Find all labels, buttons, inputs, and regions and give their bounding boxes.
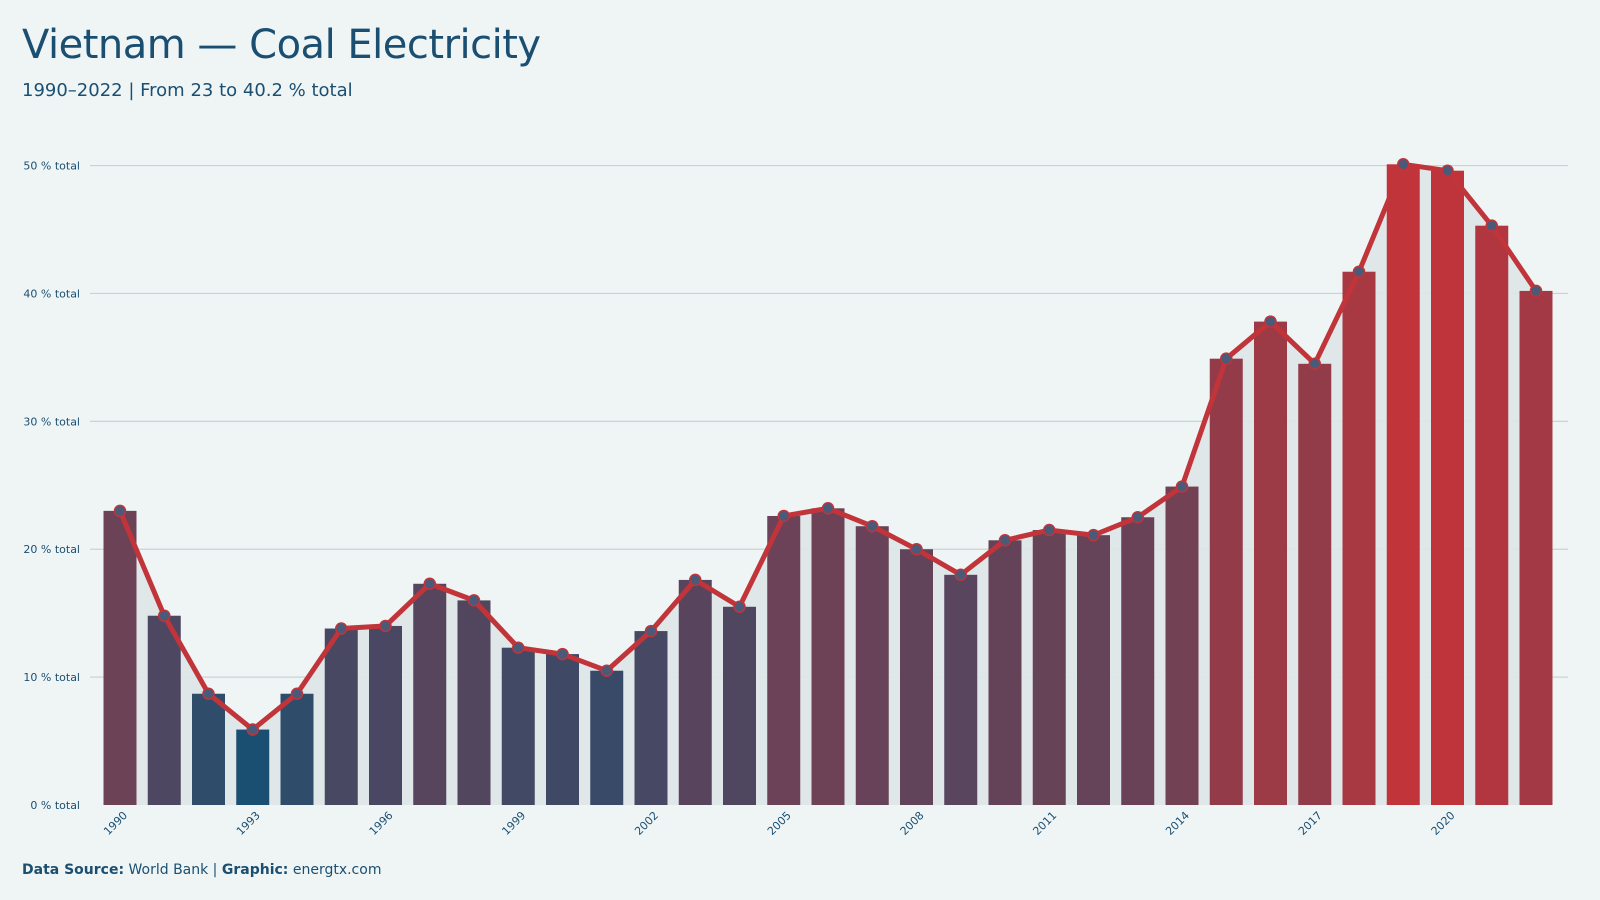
point-1996 [379, 619, 392, 633]
point-1992 [202, 687, 215, 700]
point-2002 [644, 624, 658, 638]
chart-title: Vietnam — Coal Electricity [22, 22, 541, 68]
bar-1999 [501, 647, 535, 805]
y-tick-label-40: 40 % total [23, 287, 80, 300]
x-tick-label-2011: 2011 [1030, 809, 1059, 838]
point-2020 [1441, 164, 1454, 177]
bar-1991 [147, 615, 181, 805]
bar-2004 [723, 606, 756, 805]
marker-layer [113, 158, 1543, 736]
bar-2022 [1519, 290, 1553, 806]
chart-subtitle: 1990–2022 | From 23 to 40.2 % total [22, 80, 353, 101]
point-1993 [246, 723, 259, 736]
x-tick-label-2002: 2002 [632, 809, 661, 838]
x-tick-label-2020: 2020 [1429, 809, 1458, 838]
bar-2020 [1431, 170, 1464, 805]
point-2000 [556, 647, 569, 661]
point-2007 [866, 519, 879, 533]
x-tick-label-1999: 1999 [499, 809, 528, 838]
point-2018 [1352, 265, 1366, 278]
y-tick-label-20: 20 % total [23, 543, 80, 556]
x-tick-label-2014: 2014 [1163, 809, 1192, 838]
bar-2017 [1298, 363, 1332, 805]
point-2013 [1131, 511, 1144, 524]
point-2014 [1175, 480, 1189, 493]
point-2019 [1397, 158, 1410, 171]
y-tick-label-0: 0 % total [30, 799, 80, 812]
bars-layer [103, 164, 1553, 806]
y-tick-label-30: 30 % total [23, 415, 80, 428]
y-tick-label-50: 50 % total [23, 160, 80, 173]
point-1999 [512, 641, 525, 654]
bar-1992 [192, 693, 225, 805]
x-axis-ticks: 1990 1993 1996 1999 2002 2005 2008 2011 2014 2017… [101, 809, 1457, 838]
y-axis-ticks: 0 % total 10 % total 20 % total 30 % total 4… [23, 160, 80, 812]
bar-2021 [1475, 225, 1509, 806]
bar-2009 [944, 574, 978, 805]
bar-1990 [103, 510, 137, 805]
source-value: World Bank | [124, 862, 222, 878]
bar-2005 [767, 515, 801, 805]
bar-2015 [1209, 358, 1243, 805]
point-1995 [335, 622, 348, 635]
point-2011 [1043, 523, 1056, 537]
graphic-value: energtx.com [288, 862, 382, 878]
point-2022 [1529, 284, 1543, 298]
chart-footer: Data Source: World Bank | Graphic: energ… [22, 862, 381, 878]
bar-2000 [546, 654, 579, 805]
point-2006 [821, 502, 835, 515]
bar-2006 [811, 508, 845, 805]
x-tick-label-2008: 2008 [898, 809, 927, 838]
bar-2008 [900, 549, 933, 805]
bar-2013 [1121, 517, 1155, 805]
point-2010 [998, 534, 1012, 547]
bar-2019 [1386, 164, 1420, 805]
bar-1993 [236, 729, 270, 805]
x-tick-label-1996: 1996 [367, 809, 396, 838]
point-2016 [1264, 315, 1277, 328]
point-1998 [467, 594, 481, 607]
point-1990 [113, 504, 127, 518]
point-2015 [1220, 352, 1233, 365]
point-2001 [600, 664, 613, 677]
bar-2011 [1032, 530, 1066, 805]
point-1994 [290, 687, 304, 700]
point-2008 [910, 542, 923, 556]
bar-2002 [634, 631, 668, 805]
bar-2016 [1254, 321, 1287, 805]
bar-2003 [678, 579, 712, 805]
graphic-label: Graphic: [221, 862, 289, 878]
point-2012 [1087, 528, 1100, 542]
bar-1996 [369, 625, 402, 805]
bar-1994 [280, 693, 314, 805]
x-tick-label-1990: 1990 [101, 809, 130, 838]
source-label: Data Source: [22, 862, 125, 878]
point-2004 [733, 600, 746, 614]
x-tick-label-2005: 2005 [765, 809, 794, 838]
point-2017 [1308, 357, 1321, 371]
point-2005 [777, 509, 790, 523]
point-2009 [954, 568, 967, 582]
bar-2007 [855, 526, 889, 805]
point-1991 [158, 609, 171, 622]
point-2021 [1485, 219, 1498, 232]
bar-1997 [413, 583, 447, 805]
x-tick-label-1993: 1993 [234, 809, 263, 838]
bar-2014 [1165, 486, 1199, 805]
bar-2001 [590, 670, 624, 805]
bar-2018 [1342, 271, 1376, 805]
bar-1995 [324, 628, 358, 805]
point-1997 [423, 577, 436, 591]
bar-1998 [457, 600, 491, 805]
bar-2012 [1077, 535, 1110, 805]
bar-2010 [988, 540, 1022, 805]
x-tick-label-2017: 2017 [1296, 809, 1325, 838]
point-2003 [689, 573, 702, 587]
y-tick-label-10: 10 % total [23, 671, 80, 684]
